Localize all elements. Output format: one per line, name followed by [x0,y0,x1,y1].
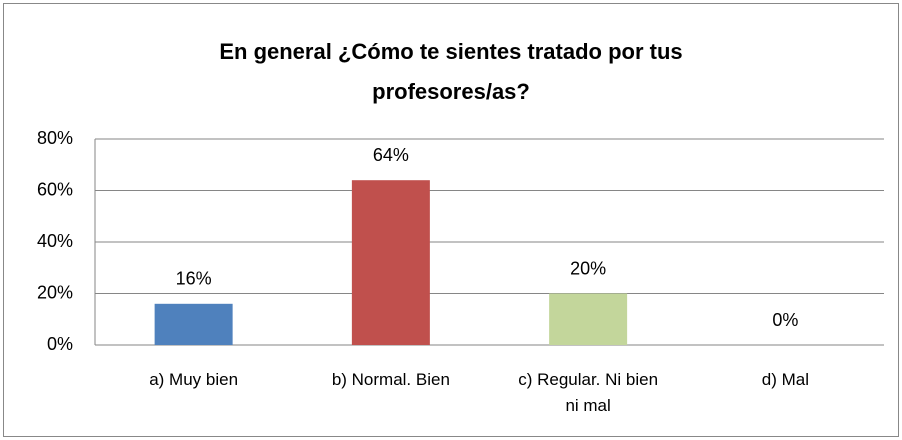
value-label: 20% [570,258,606,278]
chart-border [3,3,899,437]
y-tick-label: 60% [37,179,73,199]
bar [154,303,233,345]
chart-title: En general ¿Cómo te sientes tratado por … [219,39,683,104]
value-label: 16% [176,269,212,289]
x-tick-label: d) Mal [761,370,809,389]
y-tick-label: 20% [37,282,73,302]
bar [549,293,628,345]
bar [351,180,430,345]
x-tick-label: b) Normal. Bien [331,370,450,389]
y-tick-label: 0% [47,334,73,354]
x-tick-label: a) Muy bien [149,370,239,389]
value-label: 64% [373,145,409,165]
y-tick-label: 40% [37,231,73,251]
x-tick-label: c) Regular. Ni bien ni mal [518,370,659,415]
value-label: 0% [772,310,798,330]
y-tick-label: 80% [37,128,73,148]
